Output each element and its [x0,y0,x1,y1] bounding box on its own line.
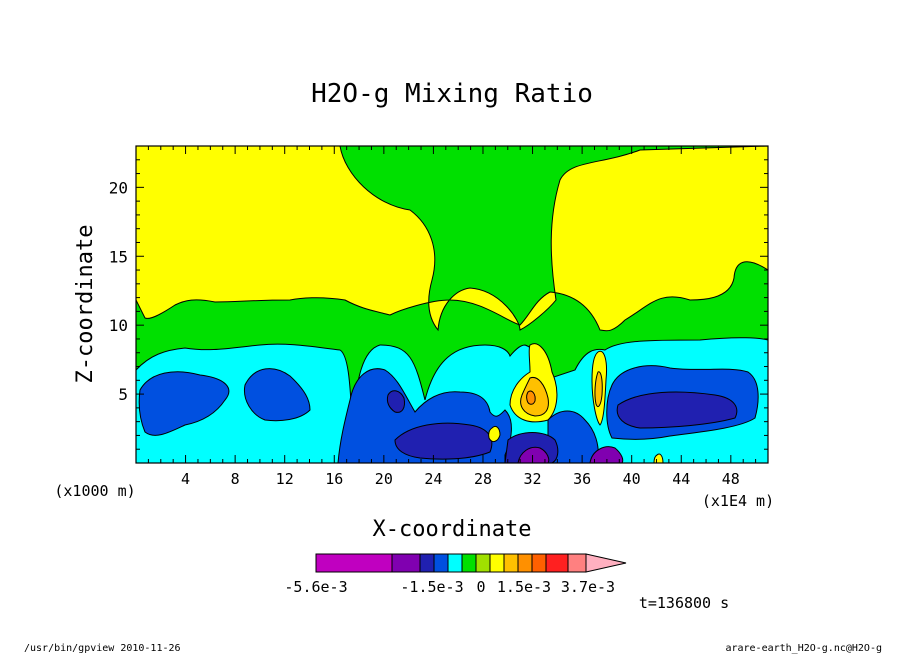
colorbar-label: 3.7e-3 [561,578,615,596]
region-purple-1 [517,446,550,463]
x-axis-label: X-coordinate [373,517,532,542]
x-tick-label: 4 [181,470,190,488]
colorbar-swatch [475,553,491,573]
colorbar-swatch [545,553,569,573]
x-tick-label: 12 [276,470,294,488]
colorbar-label: -1.5e-3 [400,578,463,596]
x-unit-right: (x1E4 m) [702,492,774,510]
y-axis: 5 10 15 20 [109,159,768,450]
region-navy-2 [616,391,738,429]
time-annotation: t=136800 s [639,594,729,612]
colorbar-swatch [489,553,505,573]
colorbar-swatch [447,553,463,573]
colorbar-label: 0 [476,578,485,596]
x-tick-label: 8 [231,470,240,488]
colorbar-swatch [517,553,533,573]
x-tick-label: 40 [623,470,641,488]
region-plume-1-core [526,390,536,405]
x-tick-label: 36 [573,470,591,488]
y-axis-label: Z-coordinate [73,225,98,384]
y-tick-label: 20 [109,178,128,197]
y-tick-label: 5 [118,385,128,404]
region-plume-3 [488,425,501,443]
x-tick-label: 48 [722,470,740,488]
region-blue-1 [138,371,230,436]
colorbar [315,553,627,573]
colorbar-swatch [503,553,519,573]
region-blue-2 [243,368,311,422]
region-navy-3 [386,390,405,413]
region-plume-2-orange [594,371,603,408]
plot-area [136,146,768,463]
y-tick-label: 15 [109,247,128,266]
colorbar-label: -5.6e-3 [284,578,347,596]
y-tick-label: 10 [109,316,128,335]
x-axis: 4 8 12 16 20 24 28 32 36 40 44 48 [147,146,757,488]
x-tick-label: 28 [474,470,492,488]
x-unit-left: (x1000 m) [54,482,135,500]
chart-title: H2O-g Mixing Ratio [311,79,593,109]
colorbar-arrow [585,553,627,573]
colorbar-swatch [531,553,547,573]
colorbar-swatch [567,553,587,573]
colorbar-swatch [461,553,477,573]
x-tick-label: 44 [672,470,690,488]
colorbar-swatch [419,553,435,573]
footer-left: /usr/bin/gpview 2010-11-26 [24,643,181,654]
colorbar-swatch [433,553,449,573]
colorbar-swatch [391,553,421,573]
colorbar-labels: -5.6e-3 -1.5e-3 0 1.5e-3 3.7e-3 [284,578,615,596]
colorbar-swatch [315,553,393,573]
footer-right: arare-earth_H2O-g.nc@H2O-g [725,643,882,654]
region-upper-yellow [136,146,768,332]
colorbar-label: 1.5e-3 [497,578,551,596]
region-navy-1 [394,422,493,460]
x-tick-label: 16 [325,470,343,488]
x-tick-label: 24 [424,470,442,488]
region-purple-2 [589,446,624,463]
x-tick-label: 20 [375,470,393,488]
plot-frame [135,145,769,464]
x-tick-label: 32 [524,470,542,488]
